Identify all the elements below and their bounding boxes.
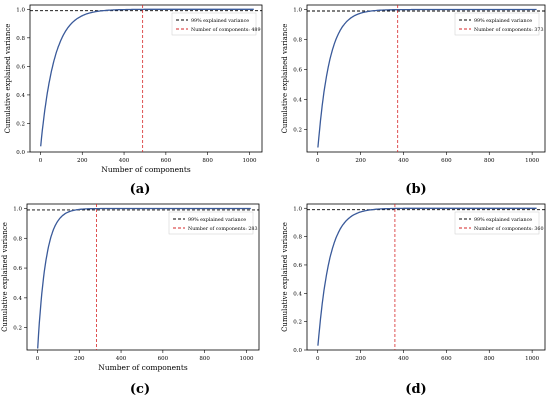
y-tick-label: 0.2	[13, 326, 22, 332]
x-tick-label: 600	[441, 356, 452, 362]
legend-label: 99% explained variance	[188, 217, 246, 223]
y-tick-label: 0.4	[16, 93, 25, 99]
y-tick-label: 0.4	[13, 296, 22, 302]
x-tick-label: 0	[316, 356, 320, 362]
x-tick-label: 600	[158, 356, 169, 362]
y-tick-label: 0.4	[293, 291, 302, 297]
x-axis-label: Number of components	[101, 165, 191, 174]
legend-box	[168, 211, 254, 235]
x-tick-label: 400	[398, 158, 409, 164]
legend-box	[171, 12, 257, 36]
x-tick-label: 0	[316, 158, 320, 164]
y-tick-label: 1.0	[293, 8, 302, 14]
legend-label: 99% explained variance	[474, 18, 532, 24]
panel-a: (a)	[130, 182, 151, 197]
plot-frame	[306, 203, 546, 351]
x-tick-label: 200	[77, 158, 88, 164]
panel-label: (d)	[405, 382, 426, 397]
y-axis-label: Cumulative explained variance	[281, 24, 289, 134]
variance-curve	[317, 207, 537, 346]
legend-label: Number of components: 373	[474, 27, 544, 33]
panel-d: (d)	[405, 382, 426, 397]
chart-4: 0 200 400 600 800 1000 0.0 0.2 0.4 0.6 0.8 1.0 Cumul…	[281, 203, 546, 362]
y-tick-label: 0.6	[13, 266, 22, 272]
panel-b: (b)	[405, 182, 426, 197]
x-tick-label: 600	[441, 158, 452, 164]
y-tick-label: 0.6	[16, 64, 25, 70]
x-tick-label: 400	[398, 356, 409, 362]
x-tick-label: 600	[161, 158, 172, 164]
legend: 99% explained variance Number of componen…	[168, 211, 258, 235]
x-tick-label: 0	[39, 158, 43, 164]
x-tick-label: 400	[119, 158, 130, 164]
y-tick-label: 0.8	[293, 235, 302, 241]
x-tick-label: 0	[36, 356, 40, 362]
legend: 99% explained variance Number of componen…	[454, 211, 544, 235]
x-tick-label: 1000	[242, 158, 256, 164]
panel-label: (b)	[405, 182, 426, 197]
y-tick-label: 0.2	[293, 320, 302, 326]
legend-box	[454, 211, 540, 235]
x-tick-label: 800	[484, 158, 495, 164]
chart-2: 0 200 400 600 800 1000 0.2 0.4 0.6 0.8 1.0 Cumulati…	[281, 4, 546, 164]
y-axis-label: Cumulative explained variance	[4, 24, 12, 134]
y-tick-label: 0.2	[293, 128, 302, 134]
panel-label: (c)	[130, 382, 150, 397]
legend-label: Number of components: 283	[188, 226, 258, 232]
y-tick-label: 1.0	[16, 7, 25, 13]
y-tick-label: 0.0	[16, 150, 25, 156]
x-axis-label: Number of components	[98, 363, 188, 372]
x-tick-label: 200	[355, 356, 366, 362]
panel-c: (c)	[130, 382, 150, 397]
plot-frame	[306, 4, 546, 153]
chart-3: 0 200 400 600 800 1000 0.2 0.4 0.6 0.8 1.0 Number o…	[1, 203, 260, 372]
y-axis-label: Cumulative explained variance	[281, 222, 289, 332]
y-tick-label: 0.8	[16, 36, 25, 42]
variance-curve	[317, 8, 537, 148]
x-tick-label: 200	[355, 158, 366, 164]
variance-curve	[37, 207, 251, 349]
legend-label: Number of components: 360	[474, 226, 544, 232]
legend: 99% explained variance Number of componen…	[454, 12, 544, 36]
x-tick-label: 800	[199, 356, 210, 362]
legend-label: Number of components: 489	[191, 27, 261, 33]
y-tick-label: 0.6	[293, 68, 302, 74]
legend-box	[454, 12, 540, 36]
plot-frame	[29, 4, 263, 153]
y-tick-label: 0.8	[293, 38, 302, 44]
x-tick-label: 200	[74, 356, 85, 362]
y-tick-label: 0.2	[16, 121, 25, 127]
panel-label: (a)	[130, 182, 151, 197]
plot-frame	[26, 203, 260, 351]
y-tick-label: 0.6	[293, 263, 302, 269]
x-tick-label: 800	[484, 356, 495, 362]
x-tick-label: 1000	[239, 356, 253, 362]
y-tick-label: 1.0	[13, 206, 22, 212]
x-tick-label: 400	[116, 356, 127, 362]
chart-1: 0 200 400 600 800 1000 0.0 0.2 0.4 0.6 0.8 1.0 Numbe…	[4, 4, 263, 174]
x-tick-label: 1000	[525, 158, 539, 164]
y-tick-label: 0.4	[293, 98, 302, 104]
x-tick-label: 800	[202, 158, 213, 164]
y-tick-label: 0.0	[293, 348, 302, 354]
x-tick-label: 1000	[525, 356, 539, 362]
legend-label: 99% explained variance	[474, 217, 532, 223]
legend: 99% explained variance Number of componen…	[171, 12, 261, 36]
legend-label: 99% explained variance	[191, 18, 249, 24]
y-tick-label: 1.0	[293, 206, 302, 212]
variance-curve	[40, 8, 254, 147]
y-axis-label: Cumulative explained variance	[1, 222, 9, 332]
y-tick-label: 0.8	[13, 236, 22, 242]
